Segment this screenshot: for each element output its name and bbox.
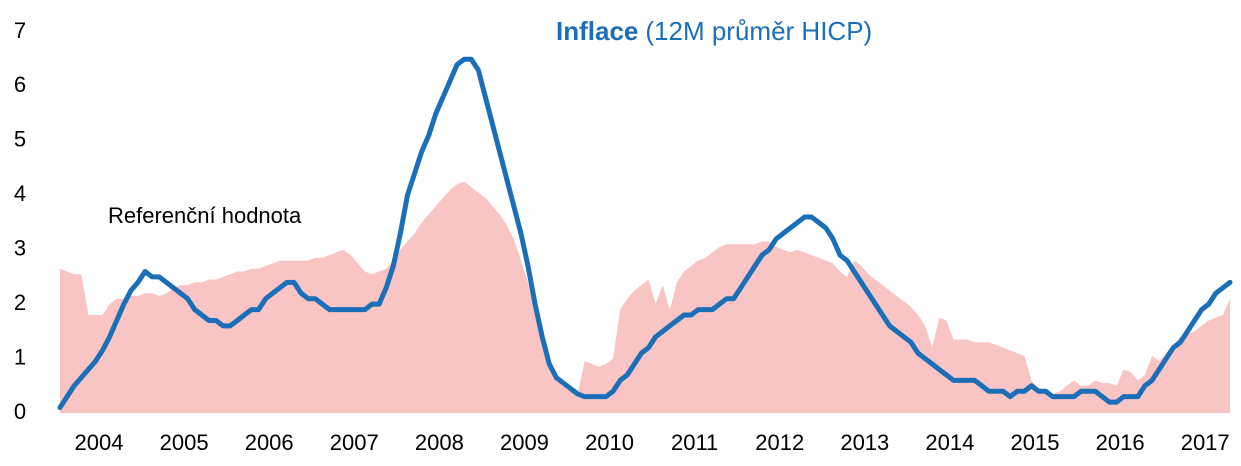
x-tick-label: 2010 [585,430,634,455]
x-tick-label: 2011 [671,430,718,455]
chart-title: Inflace (12M průměr HICP) [556,16,872,46]
x-tick-label: 2009 [500,430,549,455]
y-tick-label: 5 [14,127,26,152]
y-tick-label: 2 [14,290,26,315]
x-tick-label: 2013 [840,430,889,455]
x-tick-label: 2006 [245,430,294,455]
line [57,56,1233,411]
x-tick-label: 2012 [755,430,804,455]
x-tick-label: 2008 [415,430,464,455]
x-tick-label: 2015 [1011,430,1060,455]
y-tick-label: 7 [14,18,26,43]
y-tick-label: 4 [14,181,26,206]
x-tick-label: 2017 [1181,430,1230,455]
x-tick-label: 2016 [1096,430,1145,455]
x-tick-label: 2005 [160,430,209,455]
x-tick-label: 2004 [75,430,124,455]
y-tick-label: 0 [14,399,26,424]
y-tick-label: 3 [14,236,26,261]
area [60,181,1230,413]
x-tick-label: 2014 [925,430,974,455]
y-tick-label: 1 [14,344,26,369]
x-tick-label: 2007 [330,430,379,455]
title-sub: (12M průměr HICP) [645,16,872,46]
series-label: Referenční hodnota [108,203,302,228]
y-tick-label: 6 [14,72,26,97]
title-main: Inflace [556,16,638,46]
